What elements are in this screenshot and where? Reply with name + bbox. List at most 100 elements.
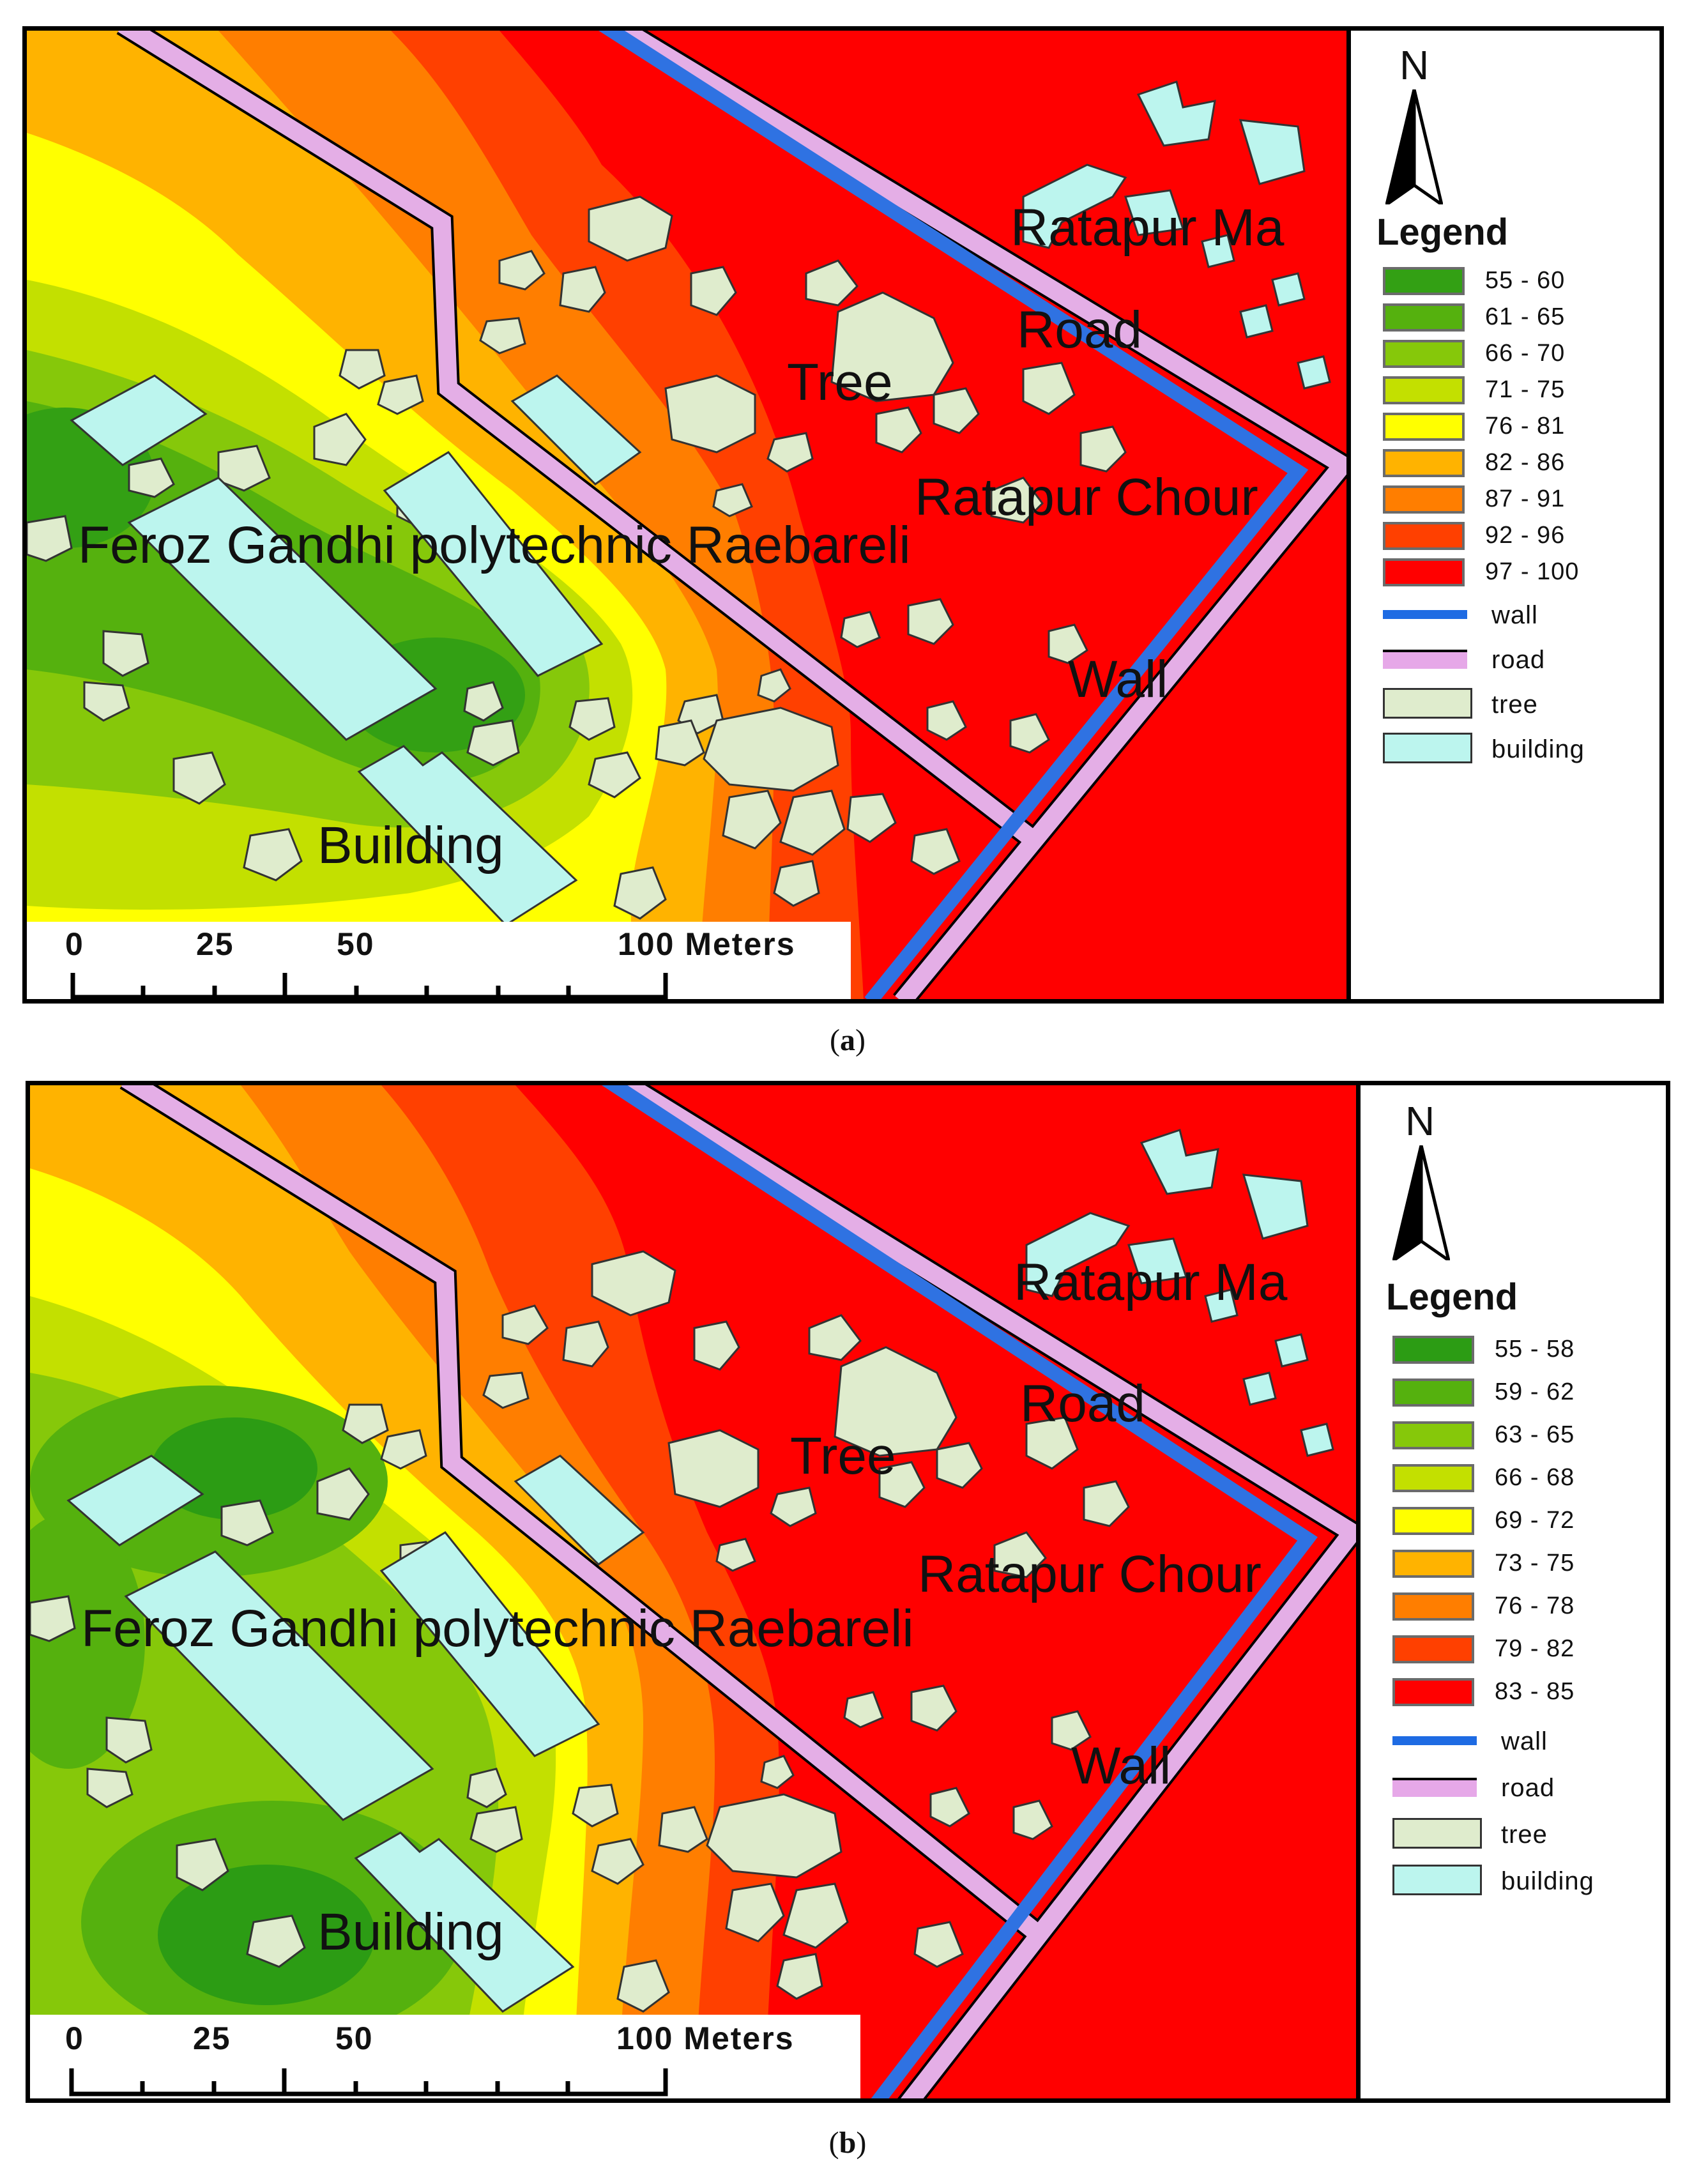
tree-cluster [501, 1304, 549, 1345]
legend-class-item: 69 - 72 [1392, 1507, 1648, 1536]
north-arrow-icon [1392, 1145, 1450, 1260]
tree-cluster [664, 374, 756, 454]
legend-class-item: 92 - 96 [1383, 522, 1638, 551]
legend-swatch [1383, 558, 1465, 586]
building-footprint [66, 1455, 204, 1546]
building-footprint [1242, 1371, 1277, 1406]
legend-wall-swatch [1383, 610, 1467, 619]
tree-cluster [1025, 1416, 1079, 1470]
legend-feature-label: building [1491, 735, 1585, 763]
scale-tick-label: 0 [65, 2020, 84, 2056]
tree-cluster [993, 1531, 1047, 1578]
legend-feature-label: tree [1501, 1821, 1548, 1849]
legend-swatch [1383, 449, 1465, 477]
tree-cluster [463, 681, 504, 722]
label-building: Building [317, 1903, 504, 1961]
label-polytechnic: Feroz Gandhi polytechnic Raebareli [78, 516, 911, 574]
north-label: N [1405, 1098, 1435, 1144]
label-ratapur-ma: Ratapur Ma [1010, 199, 1285, 257]
tree-cluster [776, 1953, 823, 2000]
tree-cluster [498, 250, 545, 291]
tree-cluster [782, 1882, 849, 1949]
legend-feature-item: tree [1392, 1818, 1661, 1850]
building-footprint [1297, 355, 1331, 390]
tree-cluster [655, 719, 705, 767]
north-label: N [1399, 42, 1430, 88]
building-footprint [1140, 1129, 1219, 1195]
legend-swatch [1392, 1464, 1474, 1492]
tree-cluster [1079, 425, 1127, 473]
road-line [121, 1085, 1359, 2098]
building-footprint [1274, 1333, 1309, 1368]
legend-class-label: 55 - 60 [1485, 267, 1566, 294]
building-footprint [127, 477, 438, 741]
legend-swatch [1383, 688, 1472, 719]
map-frame: Ratapur Ma Road Tree Ratapur Chour Feroz… [26, 1081, 1670, 2103]
tree-cluster [1051, 1710, 1092, 1751]
tree-cluster [936, 1442, 983, 1489]
scale-tick-label: 25 [196, 926, 234, 962]
legend-swatch [1392, 1865, 1482, 1895]
scale-tick-label: 50 [335, 2020, 374, 2056]
legend-swatch [1392, 1421, 1474, 1449]
tree-cluster [1022, 362, 1076, 415]
scale-tick-label: 100 Meters [618, 926, 796, 962]
tree-cluster [591, 1838, 644, 1885]
tree-cluster [1083, 1480, 1130, 1527]
legend-class-label: 83 - 85 [1495, 1678, 1575, 1705]
legend-class-label: 79 - 82 [1495, 1635, 1575, 1662]
legend-title: Legend [1386, 1276, 1518, 1318]
tree-cluster [712, 483, 753, 517]
building-footprint [1022, 164, 1127, 249]
tree-cluster [773, 860, 820, 907]
legend-swatch [1392, 1678, 1474, 1706]
tree-cluster [910, 828, 961, 875]
panel-a: Ratapur Ma Road Tree Ratapur Chour Feroz… [22, 26, 1664, 1056]
tree-cluster [779, 790, 846, 856]
tree-cluster [616, 1959, 670, 2013]
legend-swatch [1383, 522, 1465, 550]
legend-feature-item: building [1392, 1865, 1661, 1897]
label-ratapur-chour: Ratapur Chour [918, 1545, 1262, 1603]
tree-cluster [128, 457, 175, 498]
tree-cluster [840, 611, 881, 648]
tree-cluster [482, 1371, 530, 1409]
legend-class-item: 71 - 75 [1383, 376, 1638, 406]
tree-cluster [725, 1882, 785, 1943]
tree-cluster [1009, 713, 1050, 754]
legend-class-label: 97 - 100 [1485, 558, 1580, 585]
building-footprint [124, 1550, 434, 1821]
building-footprint [379, 1531, 600, 1757]
tree-cluster [658, 1806, 708, 1853]
noise-zone [30, 1513, 145, 1769]
legend-class-label: 55 - 58 [1495, 1336, 1575, 1363]
tree-cluster [479, 317, 526, 355]
building-footprint [354, 1831, 575, 2013]
tree-cluster [926, 700, 967, 741]
tree-cluster [176, 1838, 229, 1891]
building-footprint [514, 1455, 645, 1566]
tree-cluster [342, 1403, 389, 1444]
label-tree: Tree [787, 353, 893, 411]
tree-cluster [770, 1486, 817, 1527]
tree-cluster [572, 1783, 619, 1828]
scale-tick-label: 50 [337, 926, 375, 962]
legend-swatch [1383, 413, 1465, 441]
building-footprint [1239, 119, 1306, 185]
tree-cluster [339, 349, 386, 390]
tree-cluster [217, 445, 271, 492]
building-footprint [510, 374, 642, 485]
tree-cluster [588, 195, 673, 262]
tree-cluster [172, 751, 226, 805]
legend-title: Legend [1376, 211, 1509, 253]
legend-class-label: 76 - 81 [1485, 413, 1566, 439]
tree-cluster [568, 697, 616, 741]
legend-panel: N Legend 55 - 60 61 - 65 66 - 70 71 - 75 76 … [1346, 31, 1659, 999]
label-road: Road [1017, 301, 1143, 359]
legend-wall-swatch [1392, 1736, 1477, 1745]
figure-caption: (b) [828, 2126, 867, 2160]
legend-feature-label: road [1491, 646, 1546, 674]
tree-cluster [875, 406, 922, 454]
legend-class-label: 66 - 70 [1485, 340, 1566, 367]
legend-swatch [1383, 485, 1465, 514]
